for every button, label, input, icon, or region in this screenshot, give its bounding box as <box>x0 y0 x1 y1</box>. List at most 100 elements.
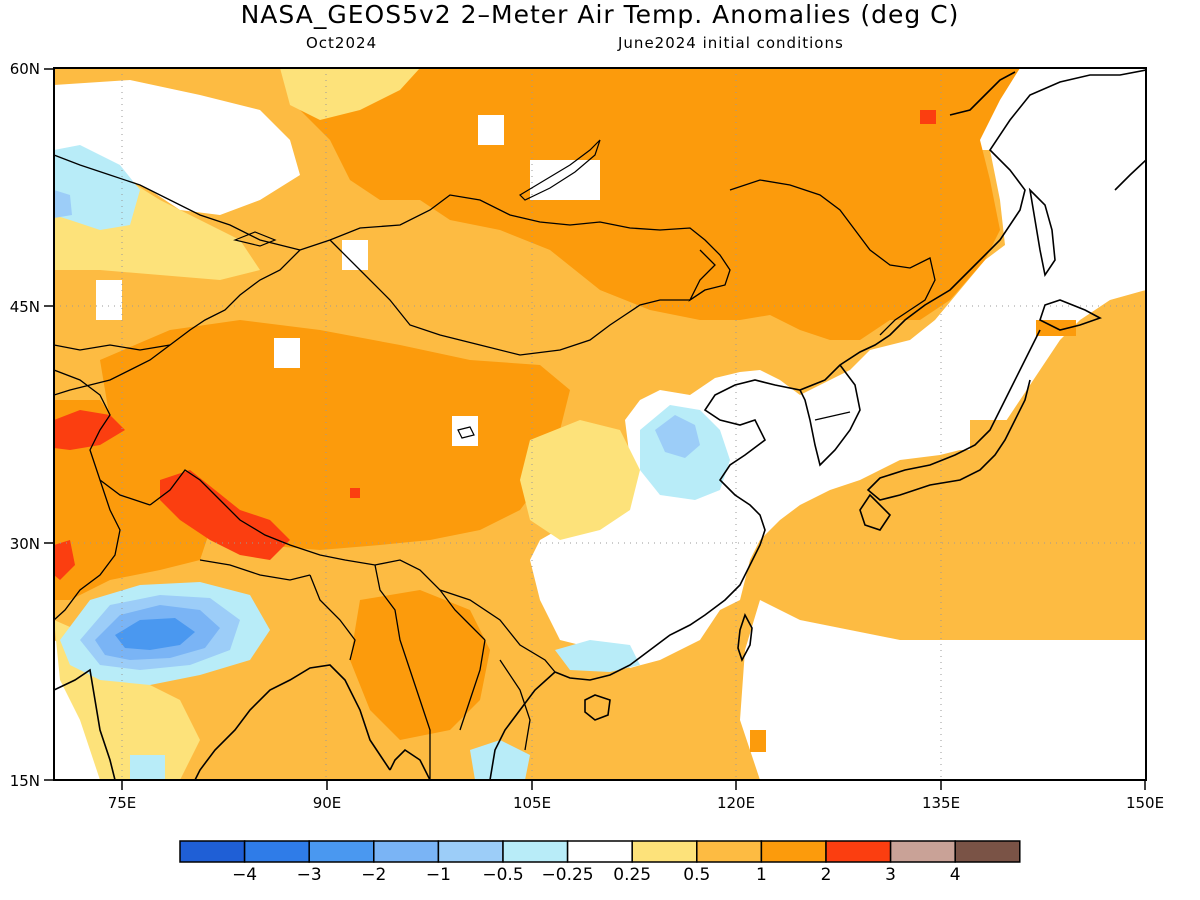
border-korea-dmz <box>814 411 851 421</box>
colorbar-label: 2 <box>821 865 832 885</box>
border-mongolia-china <box>329 239 706 356</box>
borders <box>54 154 936 780</box>
lon-label-105e: 105E <box>513 794 551 812</box>
lon-label-75e: 75E <box>108 794 137 812</box>
lon-label-135e: 135E <box>922 794 960 812</box>
field-cool-westedge <box>54 145 140 230</box>
field-yellow-north <box>280 68 420 120</box>
field-cell-1 <box>478 115 504 145</box>
field-tibet-red-dot <box>350 488 360 498</box>
border-central-asia <box>54 344 171 506</box>
coast-sakhalin <box>1028 187 1056 278</box>
lake-balkhash <box>233 231 277 247</box>
colorbar-swatch <box>437 840 504 863</box>
field-cool-southchina <box>555 640 640 672</box>
coast-hokkaido <box>1039 299 1102 331</box>
border-india-pak <box>54 479 121 621</box>
field-cool-south-spot <box>130 755 165 780</box>
coast-bay-bengal <box>194 664 391 780</box>
field-himalaya-red <box>160 470 290 560</box>
lake-baikal <box>519 139 601 201</box>
colorbar-swatch <box>566 840 633 863</box>
border-kazakh-china <box>54 249 301 396</box>
lat-labels: 60N 45N 30N 15N <box>10 60 40 790</box>
lon-label-90e: 90E <box>313 794 342 812</box>
colorbar-swatch <box>631 840 698 863</box>
anomaly-field <box>54 68 1146 780</box>
colorbar-swatch <box>954 840 1021 863</box>
colorbar-label: −0.25 <box>542 865 594 885</box>
colorbar-swatch <box>179 840 246 863</box>
colorbar-swatch <box>373 840 440 863</box>
lakes <box>233 139 601 439</box>
lon-labels: 75E 90E 105E 120E 135E 150E <box>108 794 1164 812</box>
colorbar-label: 0.25 <box>613 865 651 885</box>
lat-label-15n: 15N <box>10 772 40 790</box>
field-cell-6 <box>530 160 600 200</box>
lat-label-60n: 60N <box>10 60 40 78</box>
lon-ticks <box>121 780 1146 790</box>
colorbar-swatch <box>243 840 310 863</box>
coast-kamchatka <box>1114 159 1146 191</box>
coast-korea <box>799 364 861 467</box>
coast-okhotsk <box>949 71 1016 116</box>
field-kazakh-white <box>54 80 300 215</box>
colorbar-label: −4 <box>232 865 257 885</box>
coast-japan-honshu <box>866 329 1041 501</box>
colorbar-label: −3 <box>297 865 322 885</box>
gridlines <box>54 68 1146 780</box>
colorbar-label: −1 <box>426 865 451 885</box>
field-ocean-south <box>740 600 1146 780</box>
colorbar: −4 −3 −2 −1 −0.5 −0.25 0.25 0.5 1 2 3 4 <box>179 840 1021 885</box>
colorbar-label: 4 <box>950 865 961 885</box>
border-southeast-asia <box>439 589 556 751</box>
coast-taiwan <box>737 612 753 663</box>
colorbar-swatch <box>760 840 827 863</box>
field-cool-india-core <box>115 618 195 650</box>
colorbar-label: 3 <box>885 865 896 885</box>
lat-ticks <box>44 68 54 781</box>
lake-qinghai <box>457 426 475 439</box>
field-west-orange <box>54 400 210 600</box>
field-cool-northchina-core <box>655 415 700 458</box>
field-cool-indochina <box>470 740 530 780</box>
map-title: NASA_GEOS5v2 2–Meter Air Temp. Anomalies… <box>240 0 960 29</box>
border-nepal <box>199 559 311 581</box>
coast-kyushu <box>859 493 892 531</box>
colorbar-label: 1 <box>756 865 767 885</box>
colorbar-label: −2 <box>361 865 386 885</box>
colorbar-label: 0.5 <box>683 865 710 885</box>
colorbar-swatch <box>696 840 763 863</box>
field-kamchatka-red <box>920 110 936 124</box>
colorbar-label: −0.5 <box>482 865 523 885</box>
initial-conditions-label: June2024 initial conditions <box>618 34 844 52</box>
lat-label-45n: 45N <box>10 298 40 316</box>
field-cool-westedge-core <box>54 190 72 218</box>
coast-hainan <box>584 694 611 721</box>
coastlines <box>54 69 1146 780</box>
border-tibet-india <box>149 469 486 641</box>
field-ocean-east <box>530 68 1146 668</box>
field-cell-9 <box>970 420 1010 460</box>
lon-label-120e: 120E <box>717 794 755 812</box>
colorbar-swatch <box>308 840 375 863</box>
colorbar-swatch <box>825 840 892 863</box>
field-cell-3 <box>274 338 300 368</box>
coast-east-asia <box>554 69 1146 681</box>
field-cell-5 <box>96 280 122 320</box>
border-kazakh-north <box>54 154 301 251</box>
coast-indochina <box>389 671 556 780</box>
field-yellow-china <box>520 420 640 540</box>
field-burma-orange <box>350 590 490 740</box>
valid-month-label: Oct2024 <box>306 34 378 52</box>
colorbar-swatch <box>502 840 569 863</box>
colorbar-swatch <box>889 840 956 863</box>
field-cell-7 <box>750 730 766 752</box>
border-bangladesh-burma <box>309 564 431 780</box>
lon-label-150e: 150E <box>1126 794 1164 812</box>
coast-arabian <box>54 668 116 780</box>
field-west-edge-red <box>54 540 75 580</box>
map-frame <box>53 67 1147 781</box>
lat-label-30n: 30N <box>10 535 40 553</box>
